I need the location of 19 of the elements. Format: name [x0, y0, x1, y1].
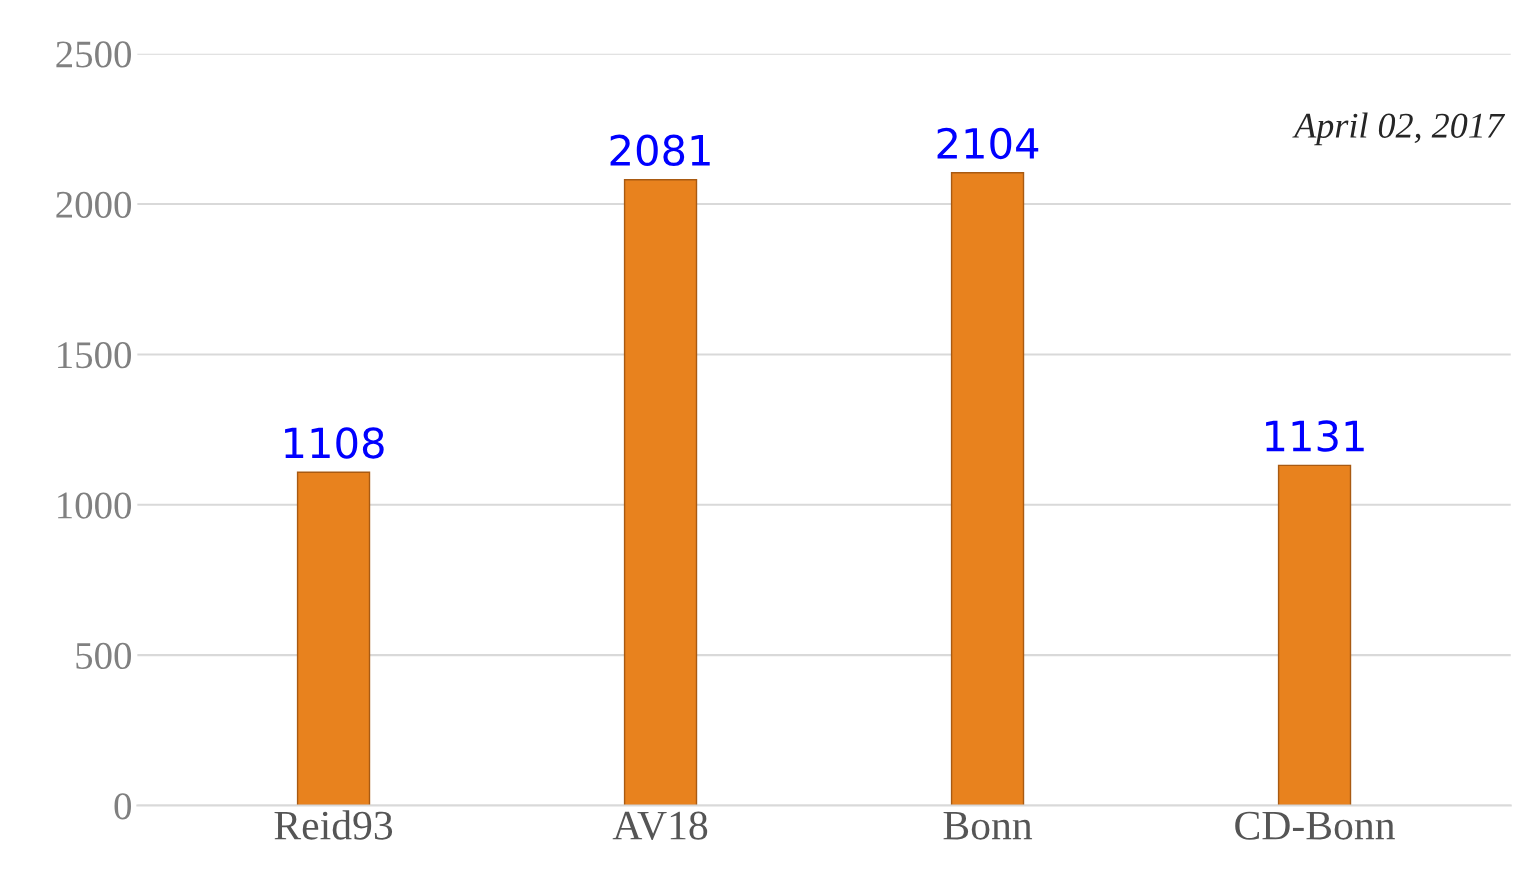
y-tick-label: 1500 — [58, 342, 131, 369]
data-label: 1131 — [1266, 420, 1364, 452]
bar — [623, 179, 698, 806]
y-tick-label: 2500 — [56, 41, 131, 68]
y-tick-label: 500 — [76, 642, 131, 670]
bar — [296, 471, 371, 806]
y-tick-label: 1000 — [58, 492, 131, 519]
bar — [950, 172, 1025, 806]
x-tick-label: CD-Bonn — [1235, 811, 1395, 840]
annotation: April 02, 2017 — [1292, 112, 1506, 146]
y-tick-label: 0 — [114, 793, 131, 820]
x-tick-label: AV18 — [612, 811, 708, 840]
data-label: 1108 — [285, 427, 384, 459]
bar — [1277, 464, 1352, 806]
data-label: 2104 — [937, 127, 1039, 160]
x-tick-label: Reid93 — [274, 810, 393, 840]
x-tick-label: Bonn — [943, 811, 1033, 840]
y-tick-label: 2000 — [56, 191, 131, 218]
data-label: 2081 — [610, 134, 710, 167]
